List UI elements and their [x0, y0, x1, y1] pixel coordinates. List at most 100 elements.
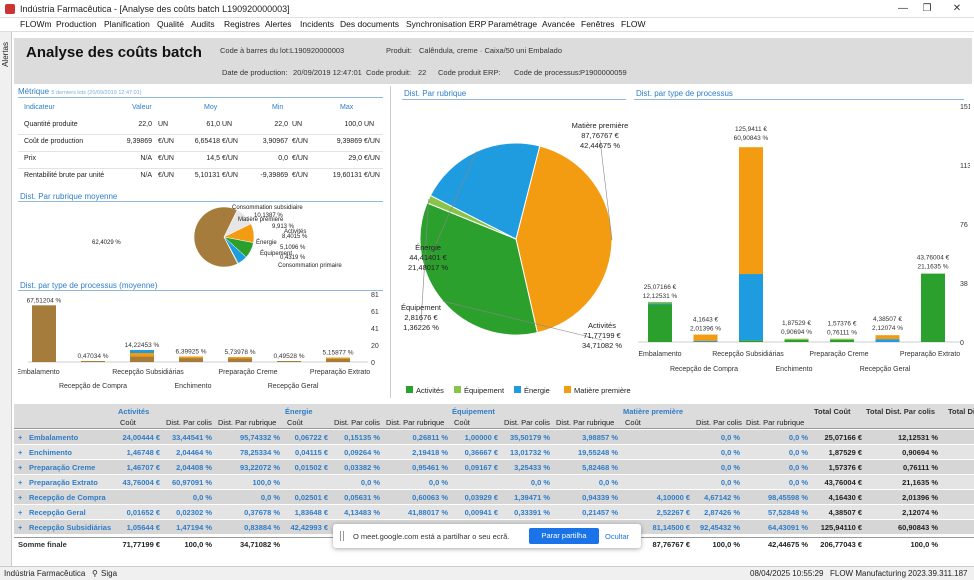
- row-label[interactable]: Recepção Geral: [29, 508, 86, 517]
- legend-swatch: [406, 386, 413, 393]
- drag-handle-icon[interactable]: [340, 531, 344, 541]
- grid-cell: 92,45432 %: [699, 523, 740, 532]
- avg-bar: [326, 357, 350, 362]
- metric-value: N/A: [140, 172, 152, 179]
- menu-item-8[interactable]: Des documents: [340, 19, 400, 29]
- restore-icon[interactable]: ❐: [922, 3, 932, 14]
- menu-item-11[interactable]: Avancée: [542, 19, 575, 29]
- dist-bar-pct: 2,12074 %: [872, 325, 903, 332]
- dist-bar-segment: [784, 338, 809, 340]
- alerts-tab[interactable]: Alertas: [1, 42, 10, 67]
- menu-item-1[interactable]: Production: [56, 19, 97, 29]
- small-pie-label: Consommation subsidiaire: [232, 205, 303, 211]
- avg-cat-label: Preparação Extrato: [310, 369, 370, 376]
- grid-cell: 0,0 %: [598, 478, 618, 487]
- cost-grid[interactable]: Activités Énergie Équipement Matière premiè…: [14, 404, 974, 556]
- close-icon[interactable]: ✕: [952, 3, 962, 14]
- expand-icon[interactable]: +: [18, 493, 23, 502]
- menu-item-4[interactable]: Audits: [191, 19, 215, 29]
- expand-icon[interactable]: +: [18, 448, 23, 457]
- expand-icon[interactable]: +: [18, 523, 23, 532]
- grid-cell: 0,76111 %: [902, 463, 938, 472]
- menu-item-9[interactable]: Synchronisation ERP: [406, 19, 487, 29]
- grid-group-header: Activités: [118, 407, 150, 416]
- dist-ytick: 38: [960, 281, 968, 288]
- avg-bar-matiere: [130, 353, 154, 357]
- avg-bar-matiere: [326, 357, 350, 359]
- row-label[interactable]: Enchimento: [29, 448, 72, 457]
- expand-icon[interactable]: +: [18, 478, 23, 487]
- grid-cell: 0,02302 %: [176, 508, 212, 517]
- big-pie-rule: [402, 99, 626, 100]
- avg-bar-matiere: [179, 356, 203, 359]
- menu-item-7[interactable]: Incidents: [300, 19, 335, 29]
- dist-bar-segment: [739, 147, 763, 275]
- small-pie-label: 10,1387 %: [254, 213, 283, 219]
- grid-group-header: Équipement: [452, 407, 495, 416]
- big-pie-label-pct: 1,36226 %: [403, 323, 439, 332]
- dist-bar-segment: [693, 334, 718, 341]
- table-row[interactable]: [14, 490, 974, 504]
- expand-icon[interactable]: +: [18, 463, 23, 472]
- avg-cat-label: Recepção de Compra: [59, 383, 127, 390]
- metric-max: 100,0: [344, 121, 362, 128]
- avg-cat-label: Enchimento: [175, 383, 212, 390]
- dist-bar-segment: [648, 301, 672, 304]
- status-datetime: 08/04/2025 10:55:29: [750, 569, 824, 578]
- row-label[interactable]: Preparação Extrato: [29, 478, 98, 487]
- row-label[interactable]: Recepção Subsidiárias: [29, 523, 112, 532]
- dist-bar-segment: [784, 339, 809, 342]
- small-pie-label: Consommation primaire: [278, 263, 342, 269]
- table-row[interactable]: [14, 460, 974, 474]
- small-pie-label: 0,4319 %: [280, 255, 306, 261]
- avg-bar: [81, 361, 105, 362]
- grid-cell: 12,12531 %: [897, 433, 938, 442]
- grid-cell: 2,04464 %: [176, 448, 212, 457]
- menu-item-10[interactable]: Paramétrage: [488, 19, 538, 29]
- menu-item-2[interactable]: Planification: [104, 19, 150, 29]
- grid-cell: 1,05644 €: [126, 523, 160, 532]
- alerts-sidebar[interactable]: Alertas: [0, 32, 12, 566]
- table-row[interactable]: [14, 430, 974, 444]
- small-pie-label: Équipement: [260, 251, 293, 257]
- table-row[interactable]: [14, 505, 974, 519]
- menu-item-6[interactable]: Alertes: [265, 19, 292, 29]
- legend-label: Matière première: [574, 386, 631, 395]
- row-label[interactable]: Embalamento: [29, 433, 79, 442]
- expand-icon[interactable]: +: [18, 433, 23, 442]
- small-pie-label: 9,913 %: [272, 224, 295, 230]
- grid-cell: 2,87426 %: [704, 508, 740, 517]
- grid-cell: 81,14500 €: [652, 523, 690, 532]
- grid-col-header: Dist. Par colis: [696, 418, 742, 427]
- metrics-col-header: Moy: [204, 104, 218, 111]
- expand-icon[interactable]: +: [18, 508, 23, 517]
- small-pie-label: Énergie: [256, 240, 277, 246]
- big-pie-label-name: Matière première: [572, 121, 629, 130]
- row-label[interactable]: Recepção de Compra: [29, 493, 106, 502]
- menu-item-13[interactable]: FLOW: [621, 19, 646, 29]
- metric-value: 22,0: [138, 121, 152, 128]
- menu-item-5[interactable]: Registres: [224, 19, 260, 29]
- minimize-icon[interactable]: —: [898, 3, 908, 14]
- grid-col-header: Dist. Par colis: [166, 418, 212, 427]
- big-pie-slice-3: [429, 142, 541, 240]
- menu-item-3[interactable]: Qualité: [157, 19, 184, 29]
- grid-cell: 25,07166 €: [824, 433, 862, 442]
- table-row[interactable]: [14, 475, 974, 489]
- row-label[interactable]: Preparação Creme: [29, 463, 96, 472]
- small-pie-rule: [18, 201, 383, 202]
- menu-item-0[interactable]: FLOWm: [20, 19, 52, 29]
- metric-unit: UN: [158, 121, 169, 128]
- menu-item-12[interactable]: Fenêtres: [581, 19, 615, 29]
- grid-cell: 1,39471 %: [514, 493, 550, 502]
- grid-cell: 125,94110 €: [820, 523, 862, 532]
- hide-button[interactable]: Ocultar: [605, 532, 630, 541]
- table-row[interactable]: [14, 445, 974, 459]
- stop-sharing-button[interactable]: Parar partilha: [529, 528, 599, 544]
- metric-unit: €/UN: [158, 138, 174, 145]
- grid-cell: 1,00000 €: [464, 433, 498, 442]
- small-pie-slice: [223, 236, 239, 265]
- grid-cell: 1,83648 €: [294, 508, 328, 517]
- avg-ytick: 61: [371, 309, 379, 316]
